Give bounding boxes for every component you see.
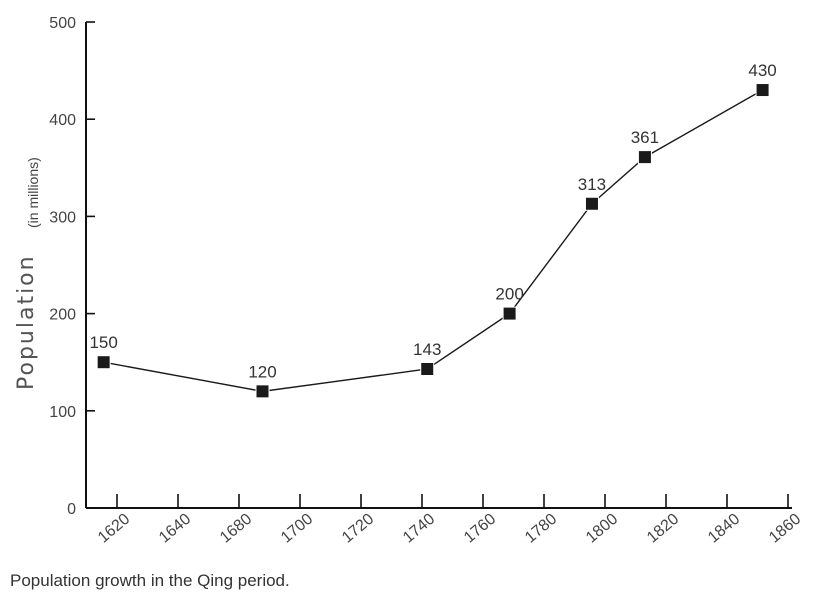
data-point xyxy=(96,355,111,370)
y-tick-label: 500 xyxy=(49,15,76,32)
x-tick-label: 1720 xyxy=(339,511,377,547)
x-tick-label: 1640 xyxy=(156,511,194,547)
y-tick-label: 100 xyxy=(49,404,76,421)
data-point xyxy=(502,306,517,321)
x-tick-label: 1820 xyxy=(644,511,682,547)
data-label: 200 xyxy=(495,285,523,304)
data-point xyxy=(637,150,652,165)
data-label: 430 xyxy=(748,61,776,80)
x-tick-label: 1620 xyxy=(95,511,133,547)
y-tick-label: 200 xyxy=(49,307,76,324)
data-point xyxy=(584,196,599,211)
x-tick-label: 1860 xyxy=(766,511,804,547)
chart-axes: 0 100 200 300 400 500 1620 1640 1680 1700 1720 1740… xyxy=(49,15,804,547)
series-group: 150 120 143 200 313 361 430 xyxy=(89,61,777,399)
figure-caption: Population growth in the Qing period. xyxy=(10,571,290,590)
y-axis-title: Population (in millions) xyxy=(14,157,41,390)
data-point xyxy=(255,384,270,399)
data-label: 150 xyxy=(89,333,117,352)
data-label: 313 xyxy=(578,175,606,194)
data-label: 361 xyxy=(631,128,659,147)
x-tick-label: 1680 xyxy=(217,511,255,547)
x-tick-label: 1780 xyxy=(522,511,560,547)
x-tick-label: 1740 xyxy=(400,511,438,547)
data-label: 143 xyxy=(413,340,441,359)
x-tick-label: 1840 xyxy=(705,511,743,547)
y-axis-label: Population xyxy=(14,254,39,390)
data-point xyxy=(755,83,770,98)
y-tick-label: 300 xyxy=(49,209,76,226)
x-tick-label: 1760 xyxy=(461,511,499,547)
x-tick-label: 1800 xyxy=(583,511,621,547)
data-label: 120 xyxy=(248,362,276,381)
data-point xyxy=(420,362,435,377)
y-tick-label: 0 xyxy=(67,501,76,518)
y-axis-unit-label: (in millions) xyxy=(25,157,41,228)
line-chart: 0 100 200 300 400 500 1620 1640 1680 1700 1720 1740… xyxy=(14,15,804,547)
x-tick-label: 1700 xyxy=(278,511,316,547)
y-tick-label: 400 xyxy=(49,112,76,129)
